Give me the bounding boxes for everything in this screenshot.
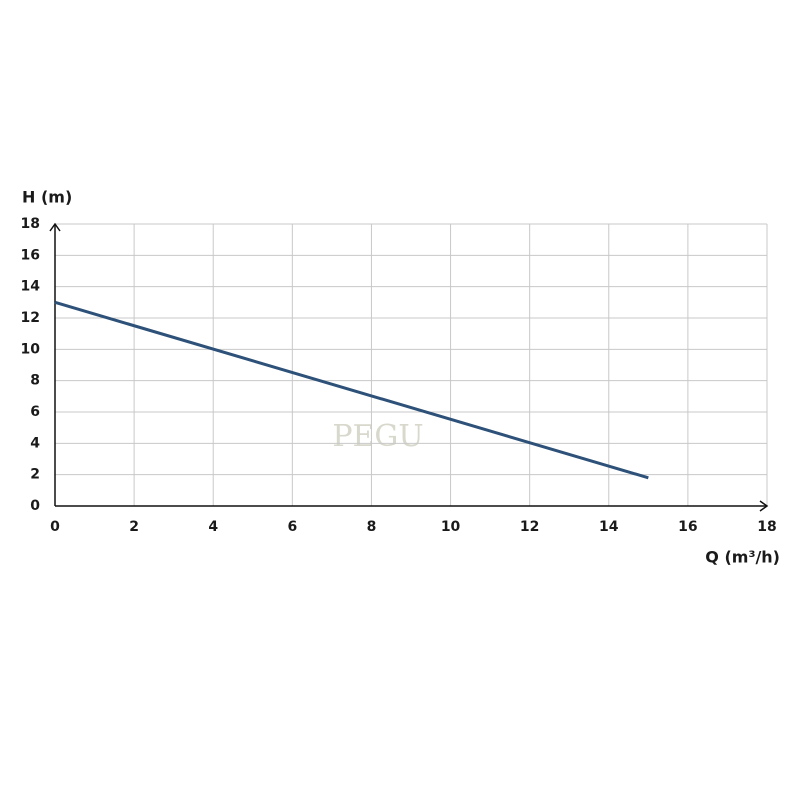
x-tick-label: 6 [287,519,297,535]
x-tick-label: 14 [599,519,619,535]
x-tick-label: 12 [520,519,539,535]
x-tick-label: 0 [50,519,60,535]
x-tick-label: 4 [208,519,218,535]
y-tick-label: 10 [21,341,41,357]
y-tick-label: 14 [21,279,41,295]
x-tick-label: 16 [678,519,697,535]
y-tick-label: 8 [30,373,40,389]
y-tick-label: 4 [30,435,40,451]
y-tick-label: 0 [30,498,40,514]
watermark: PEGU [332,419,423,454]
x-tick-label: 8 [367,519,377,535]
y-tick-label: 2 [30,467,40,483]
x-tick-label: 18 [757,519,776,535]
y-axis-label: H (m) [22,188,72,207]
y-tick-label: 18 [21,216,40,232]
y-axis-arrow [49,222,61,232]
x-tick-label: 2 [129,519,139,535]
x-tick-label: 10 [441,519,461,535]
y-tick-label: 16 [21,247,40,263]
data-line [54,300,649,480]
x-axis-label: Q (m³/h) [705,548,780,567]
y-tick-label: 12 [21,310,40,326]
x-axis-arrow [759,500,769,512]
y-tick-label: 6 [30,404,40,420]
